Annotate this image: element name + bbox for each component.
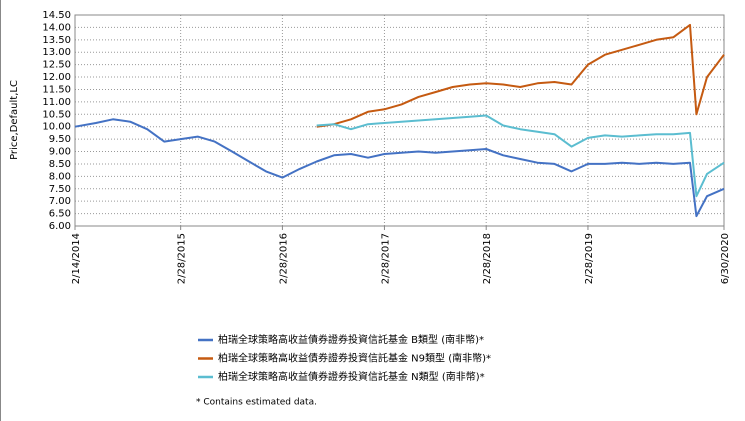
y-tick-label: 10.00 [42,122,71,133]
y-tick-label: 6.50 [49,209,71,220]
y-tick-label: 11.50 [42,84,71,95]
y-tick-label: 11.00 [42,97,71,108]
y-tick-label: 8.00 [49,171,71,182]
legend-label: 柏瑞全球策略高收益債券證券投資信託基金 N類型 (南非幣)* [218,370,485,383]
x-tick-label: 2/28/2018 [482,233,493,284]
series-line [316,23,725,128]
y-tick-label: 6.00 [49,221,71,232]
y-tick-label: 9.50 [49,134,71,145]
y-tick-label: 12.50 [42,60,71,71]
y-tick-label: 7.50 [49,184,71,195]
x-tick-label: 2/28/2016 [278,233,289,284]
series-line [316,114,725,198]
series-line [74,118,725,218]
y-tick-label: 14.00 [42,22,71,33]
y-tick-label: 10.50 [42,109,71,120]
y-tick-label: 13.50 [42,35,71,46]
y-tick-label: 9.00 [49,147,71,158]
x-tick-label: 2/14/2014 [71,233,82,284]
y-axis-label: Price,Default,LC [9,80,20,160]
y-tick-label: 7.00 [49,196,71,207]
x-tick-label: 2/28/2017 [380,233,391,284]
legend-label: 柏瑞全球策略高收益債券證券投資信託基金 B類型 (南非幣)* [218,333,484,346]
y-tick-label: 14.50 [42,10,71,21]
x-tick-label: 2/28/2019 [584,233,595,284]
y-tick-label: 8.50 [49,159,71,170]
y-tick-label: 13.00 [42,47,71,58]
x-tick-label: 6/30/2020 [720,233,731,284]
legend-label: 柏瑞全球策略高收益債券證券投資信託基金 N9類型 (南非幣)* [218,352,491,365]
plot-frame [74,14,725,227]
footnote: * Contains estimated data. [196,398,317,408]
y-tick-label: 12.00 [42,72,71,83]
x-tick-label: 2/28/2015 [177,233,188,284]
